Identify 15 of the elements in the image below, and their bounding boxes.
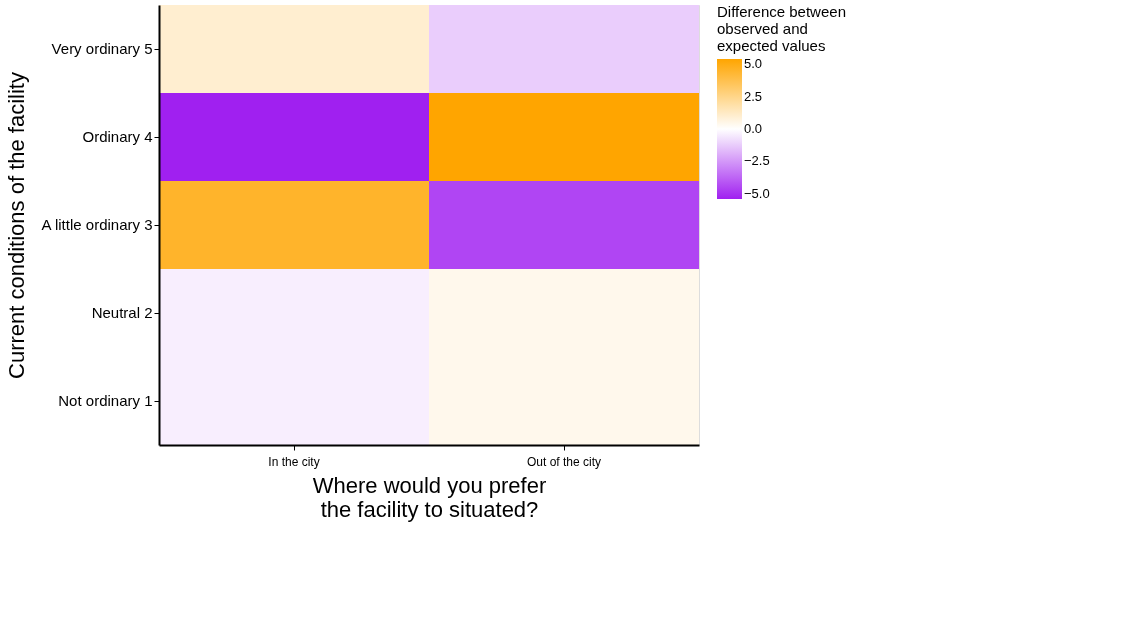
x-tick-label: In the city	[268, 454, 320, 469]
color-bar-label: −2.5	[744, 153, 770, 169]
y-axis-title: Current conditions of the facility	[3, 72, 29, 379]
color-bar-label: −5.0	[744, 185, 770, 201]
y-tick-label: Ordinary 4	[82, 128, 153, 145]
x-axis-title: Where would you prefer the facility to situated?	[312, 472, 547, 522]
color-bar-label: 2.5	[744, 88, 763, 104]
y-tick-label: Very ordinary 5	[51, 40, 153, 57]
y-tick-label: Neutral 2	[91, 304, 153, 321]
legend-title: Difference between observed and expected values	[717, 3, 846, 54]
y-tick-label: Not ordinary 1	[58, 392, 153, 409]
x-tick-label: Out of the city	[526, 454, 602, 469]
color-bar-label: 5.0	[744, 56, 763, 72]
y-tick-label: A little ordinary 3	[41, 216, 153, 233]
color-bar-label: 0.0	[744, 121, 763, 136]
